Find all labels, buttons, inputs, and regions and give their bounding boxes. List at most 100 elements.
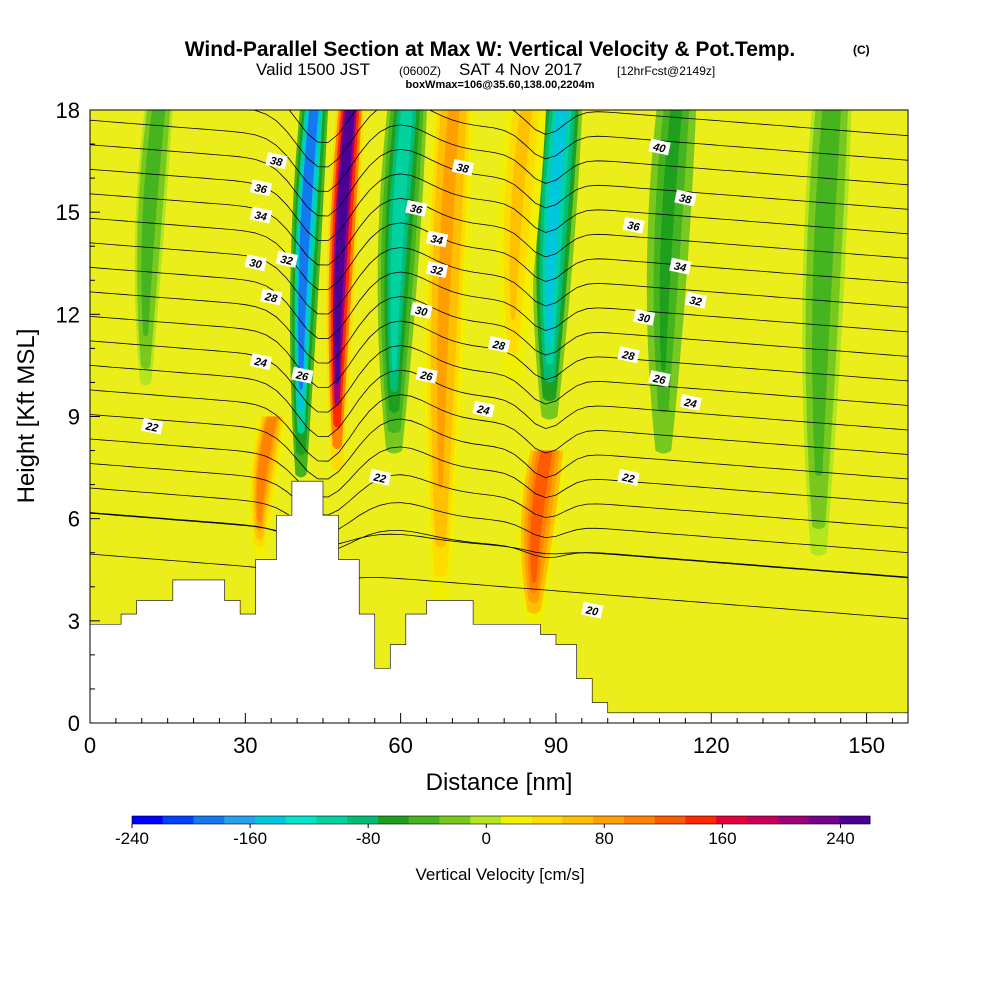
contour-label: 34 (669, 257, 692, 275)
contour-label: 26 (648, 370, 671, 388)
velocity-band (659, 110, 683, 372)
contour-label-text: 32 (429, 264, 443, 278)
x-axis-label: Distance [nm] (426, 769, 573, 796)
velocity-band (390, 110, 413, 372)
contour-label-text: 38 (269, 155, 284, 169)
theta-contour-33 (90, 242, 908, 315)
theta-contour-34 (90, 217, 908, 290)
theta-contour-20 (90, 553, 908, 620)
contour-label: 32 (425, 261, 449, 278)
contour-label-text: 24 (252, 356, 267, 370)
contour-label-text: 26 (294, 369, 310, 384)
colorbar-swatch (193, 816, 225, 824)
contour-label-text: 38 (455, 162, 470, 176)
contour-label-text: 26 (651, 373, 667, 388)
contour-label-text: 36 (253, 182, 268, 196)
contour-label: 22 (141, 417, 164, 435)
x-tick-label: 150 (848, 733, 885, 758)
contour-label: 22 (368, 468, 392, 486)
theta-contour-40 (288, 110, 908, 143)
valid-line: Valid 1500 JST (0600Z) SAT 4 Nov 2017 [1… (256, 60, 715, 79)
forecast-info: [12hrFcst@2149z] (617, 64, 715, 78)
velocity-band (509, 110, 533, 321)
valid-utc: (0600Z) (399, 64, 441, 78)
velocity-band (530, 450, 553, 583)
valid-date: SAT 4 Nov 2017 (459, 60, 582, 79)
y-tick-label: 0 (68, 711, 80, 736)
colorbar-tick-label: -240 (115, 829, 149, 848)
colorbar-swatch (378, 816, 410, 824)
chart-title: Wind-Parallel Section at Max W: Vertical… (185, 38, 796, 61)
contour-label-text: 34 (673, 260, 687, 274)
colorbar-swatch (808, 816, 840, 824)
colorbar-swatch (439, 816, 471, 824)
contour-label: 38 (674, 189, 697, 207)
colorbar-swatch (777, 816, 809, 824)
theta-contour-29 (90, 340, 908, 413)
contour-label-text: 36 (626, 220, 641, 234)
contour-label-text: 24 (682, 397, 697, 411)
theta-contour-39 (250, 110, 908, 168)
velocity-band (298, 110, 319, 390)
box-wmax-info: boxWmax=106@35.60,138.00,2204m (406, 79, 595, 91)
theta-contour-21 (90, 512, 908, 579)
terrain (90, 480, 908, 723)
contour-label-text: 32 (279, 254, 293, 268)
contour-label: 38 (451, 158, 474, 176)
y-tick-label: 9 (68, 405, 80, 430)
contour-label: 24 (249, 353, 273, 370)
colorbar-label: Vertical Velocity [cm/s] (415, 865, 584, 884)
colorbar-swatch (685, 816, 717, 824)
contour-label-text: 24 (475, 403, 490, 417)
contour-label-text: 34 (429, 233, 443, 247)
velocity-feature-updraft (424, 110, 474, 607)
theta-contour-37 (90, 144, 908, 217)
colorbar-swatch (593, 816, 625, 824)
contour-label: 32 (275, 250, 298, 268)
y-tick-label: 6 (68, 507, 80, 532)
colorbar-swatch (839, 816, 871, 824)
colorbar-swatch (624, 816, 656, 824)
colorbar-swatch (255, 816, 287, 824)
colorbar-swatch (224, 816, 256, 824)
velocity-feature-updraft (496, 110, 546, 386)
y-tick-label: 3 (68, 609, 80, 634)
x-tick-label: 60 (388, 733, 412, 758)
colorbar-swatch (747, 816, 779, 824)
colorbar-swatch (501, 816, 533, 824)
velocity-feature-updraft (248, 416, 287, 556)
colorbar-swatch (562, 816, 594, 824)
y-tick-label: 12 (56, 302, 80, 327)
contour-label-text: 28 (491, 339, 507, 354)
contour-label-text: 38 (678, 192, 693, 206)
vertical-velocity-field (134, 110, 852, 624)
colorbar-swatch (316, 816, 348, 824)
y-axis-label: Height [Kft MSL] (13, 329, 40, 504)
x-tick-label: 90 (544, 733, 568, 758)
contour-label: 34 (425, 230, 449, 248)
theta-contour-24 (90, 463, 908, 529)
colorbar-swatch (716, 816, 748, 824)
contour-label: 40 (648, 138, 671, 156)
theta-contour-23 (90, 487, 908, 553)
colorbar-swatch (347, 816, 379, 824)
colorbar-tick-label: 240 (826, 829, 854, 848)
contour-label: 30 (410, 302, 433, 319)
velocity-feature-downdraft (377, 110, 427, 454)
contour-label: 24 (472, 400, 495, 418)
chart-title-tag: (C) (853, 43, 870, 57)
y-tick-label: 15 (56, 200, 80, 225)
contour-label: 20 (581, 601, 604, 619)
colorbar-frame (131, 815, 871, 825)
contour-label-text: 20 (584, 604, 600, 619)
contour-label: 34 (249, 206, 273, 224)
velocity-band (142, 110, 164, 321)
contour-label-text: 32 (688, 295, 702, 309)
contour-label-text: 22 (371, 471, 386, 485)
theta-contour-22 (90, 512, 908, 578)
contour-label: 30 (632, 308, 656, 326)
velocity-band (256, 416, 278, 524)
